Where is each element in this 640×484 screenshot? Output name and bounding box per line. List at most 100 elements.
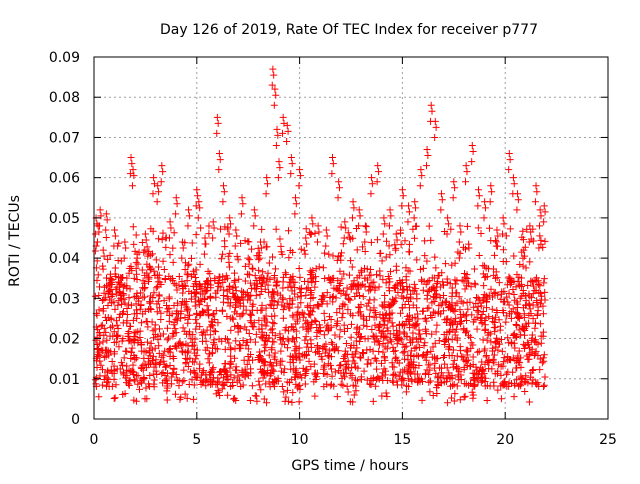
data-point xyxy=(133,254,141,262)
data-point xyxy=(386,206,394,214)
data-point xyxy=(146,371,154,379)
data-point xyxy=(284,397,292,405)
x-tick-label: 20 xyxy=(496,432,514,448)
data-point xyxy=(343,290,351,298)
data-point xyxy=(419,286,427,294)
data-point xyxy=(376,267,384,275)
data-point xyxy=(425,222,433,230)
data-point xyxy=(170,280,178,288)
data-point xyxy=(301,250,309,258)
data-point xyxy=(159,351,167,359)
data-point xyxy=(323,232,331,240)
data-point xyxy=(389,378,397,386)
data-point xyxy=(260,341,268,349)
data-point xyxy=(520,310,528,318)
data-point xyxy=(296,385,304,393)
data-point xyxy=(206,292,214,300)
data-point xyxy=(96,339,104,347)
data-point xyxy=(279,278,287,286)
data-point xyxy=(500,358,508,366)
data-point xyxy=(113,338,121,346)
data-point xyxy=(106,286,114,294)
data-point xyxy=(412,285,420,293)
data-point xyxy=(470,265,478,273)
data-point xyxy=(344,229,352,237)
data-point xyxy=(326,347,334,355)
data-point xyxy=(457,313,465,321)
data-point xyxy=(253,397,261,405)
data-point xyxy=(128,160,136,168)
data-point xyxy=(510,290,518,298)
data-point xyxy=(276,164,284,172)
data-point xyxy=(539,310,547,318)
data-point xyxy=(289,311,297,319)
data-point xyxy=(444,336,452,344)
data-point xyxy=(296,273,304,281)
data-point xyxy=(203,376,211,384)
data-point xyxy=(404,218,412,226)
data-point xyxy=(153,308,161,316)
data-point xyxy=(157,315,165,323)
data-point xyxy=(505,166,513,174)
data-point xyxy=(154,283,162,291)
data-point xyxy=(234,372,242,380)
data-point xyxy=(160,357,168,365)
data-point xyxy=(532,319,540,327)
data-point xyxy=(181,282,189,290)
data-point xyxy=(157,309,165,317)
data-point xyxy=(215,150,223,158)
data-point xyxy=(394,330,402,338)
data-point xyxy=(503,281,511,289)
data-point xyxy=(354,309,362,317)
data-point xyxy=(111,232,119,240)
data-point xyxy=(517,363,525,371)
data-point xyxy=(498,347,506,355)
data-point xyxy=(241,323,249,331)
data-point xyxy=(272,91,280,99)
data-point xyxy=(425,304,433,312)
data-point xyxy=(243,370,251,378)
plot-frame xyxy=(93,56,609,420)
data-point xyxy=(366,380,374,388)
data-point xyxy=(232,301,240,309)
data-point xyxy=(520,246,528,254)
data-point xyxy=(296,172,304,180)
data-point xyxy=(366,266,374,274)
data-point xyxy=(523,225,531,233)
data-point xyxy=(104,378,112,386)
data-point xyxy=(122,347,130,355)
data-point xyxy=(183,394,191,402)
data-point xyxy=(128,267,136,275)
data-point xyxy=(375,324,383,332)
data-point xyxy=(321,349,329,357)
data-point xyxy=(405,362,413,370)
data-point xyxy=(511,296,519,304)
data-point xyxy=(101,346,109,354)
data-point xyxy=(528,345,536,353)
data-point xyxy=(133,270,141,278)
data-point xyxy=(373,365,381,373)
data-point xyxy=(487,182,495,190)
data-point xyxy=(379,348,387,356)
data-point xyxy=(423,291,431,299)
data-point xyxy=(357,301,365,309)
data-point xyxy=(513,332,521,340)
data-point xyxy=(297,299,305,307)
data-point xyxy=(465,244,473,252)
data-point xyxy=(362,316,370,324)
data-point xyxy=(438,269,446,277)
data-point xyxy=(371,321,379,329)
data-point xyxy=(422,356,430,364)
data-point xyxy=(363,346,371,354)
data-point xyxy=(525,398,533,406)
data-point xyxy=(337,249,345,257)
data-point xyxy=(486,330,494,338)
data-point xyxy=(428,330,436,338)
data-point xyxy=(98,296,106,304)
data-point xyxy=(420,342,428,350)
data-point xyxy=(541,288,549,296)
data-point xyxy=(191,280,199,288)
data-point xyxy=(450,356,458,364)
data-point xyxy=(103,274,111,282)
data-point xyxy=(328,365,336,373)
